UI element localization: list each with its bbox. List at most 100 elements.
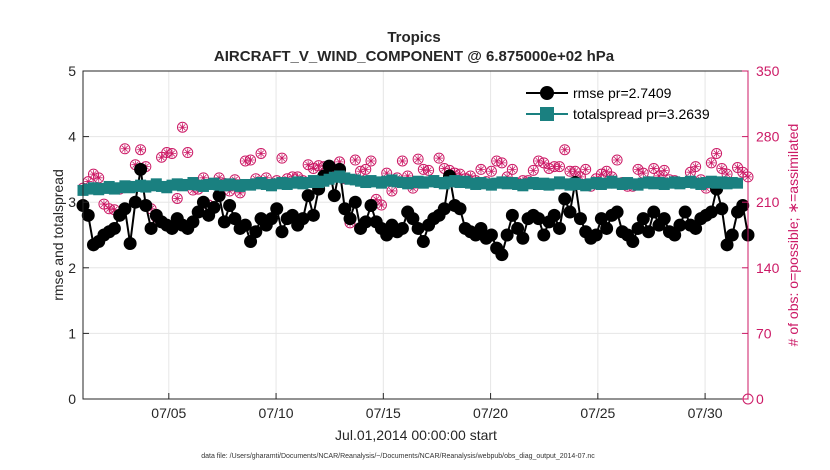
rmse-point xyxy=(673,218,687,232)
obs-assimilated-point xyxy=(497,158,506,167)
rmse-point xyxy=(552,221,566,235)
rmse-point xyxy=(500,228,514,242)
rmse-point xyxy=(511,221,525,235)
obs-assimilated-point xyxy=(236,188,245,197)
obs-assimilated-point xyxy=(508,165,517,174)
obs-possible-point xyxy=(119,143,131,155)
obs-assimilated-point xyxy=(398,156,407,165)
x-tick-label: 07/30 xyxy=(688,405,723,421)
rmse-point xyxy=(123,237,137,251)
obs-assimilated-point xyxy=(440,164,449,173)
obs-assimilated-point xyxy=(382,169,391,178)
rmse-point xyxy=(107,221,121,235)
rmse-point xyxy=(338,202,352,216)
obs-assimilated-point xyxy=(639,169,648,178)
obs-assimilated-point xyxy=(550,162,559,171)
y-tick-label-right: 0 xyxy=(756,391,764,407)
obs-assimilated-point xyxy=(94,173,103,182)
rmse-point xyxy=(532,212,546,226)
rmse-point xyxy=(359,215,373,229)
y-tick-label: 4 xyxy=(68,129,76,145)
rmse-point xyxy=(380,228,394,242)
rmse-point xyxy=(81,208,95,222)
obs-assimilated-point xyxy=(372,195,381,204)
obs-possible-point xyxy=(485,165,497,177)
obs-assimilated-point xyxy=(492,156,501,165)
obs-possible-point xyxy=(135,144,147,156)
plot-area xyxy=(83,71,748,399)
y-tick-label-right: 350 xyxy=(756,63,780,79)
obs-assimilated-point xyxy=(110,205,119,214)
rmse-point xyxy=(128,195,142,209)
rmse-point xyxy=(270,202,284,216)
rmse-point xyxy=(547,208,561,222)
obs-assimilated-point xyxy=(178,123,187,132)
y-tick-label-right: 210 xyxy=(756,194,780,210)
footer-data-file: data file: /Users/gharamti/Documents/NCA… xyxy=(201,453,595,460)
obs-assimilated-point xyxy=(277,154,286,163)
obs-assimilated-point xyxy=(738,168,747,177)
obs-assimilated-point xyxy=(366,156,375,165)
rmse-point xyxy=(720,238,734,252)
obs-assimilated-point xyxy=(131,160,140,169)
rmse-point xyxy=(594,212,608,226)
rmse-point xyxy=(186,215,200,229)
obs-assimilated-point xyxy=(565,167,574,176)
obs-possible-point xyxy=(276,152,288,164)
rmse-point xyxy=(668,228,682,242)
obs-assimilated-point xyxy=(257,149,266,158)
rmse-point xyxy=(191,205,205,219)
rmse-point xyxy=(453,202,467,216)
rmse-point xyxy=(134,162,148,176)
rmse-point xyxy=(647,205,661,219)
x-tick-label: 07/20 xyxy=(473,405,508,421)
obs-assimilated-point xyxy=(691,162,700,171)
rmse-point xyxy=(689,221,703,235)
obs-assimilated-point xyxy=(424,166,433,175)
obs-assimilated-point xyxy=(314,161,323,170)
x-tick-label: 07/15 xyxy=(366,405,401,421)
obs-assimilated-point xyxy=(361,165,370,174)
y-tick-label: 0 xyxy=(68,391,76,407)
x-tick-label: 07/10 xyxy=(259,405,294,421)
obs-assimilated-point xyxy=(99,200,108,209)
legend-rmse-marker xyxy=(540,86,554,100)
totalspread-point xyxy=(732,177,744,189)
obs-assimilated-point xyxy=(476,165,485,174)
obs-assimilated-point xyxy=(581,165,590,174)
obs-assimilated-point xyxy=(602,167,611,176)
obs-assimilated-point xyxy=(173,194,182,203)
rmse-point xyxy=(139,198,153,212)
rmse-point xyxy=(207,200,221,214)
obs-assimilated-point xyxy=(120,144,129,153)
rmse-point xyxy=(322,159,336,173)
rmse-point xyxy=(610,205,624,219)
legend: rmse pr=2.7409 totalspread pr=3.2639 xyxy=(526,85,710,122)
obs-assimilated-point xyxy=(613,156,622,165)
chart-subtitle: AIRCRAFT_V_WIND_COMPONENT @ 6.875000e+02… xyxy=(214,48,615,65)
obs-possible-point xyxy=(171,192,183,204)
obs-assimilated-point xyxy=(304,160,313,169)
obs-assimilated-point xyxy=(529,166,538,175)
rmse-point xyxy=(573,212,587,226)
rmse-point xyxy=(642,225,656,239)
rmse-point xyxy=(636,212,650,226)
rmse-point xyxy=(285,208,299,222)
rmse-point xyxy=(505,208,519,222)
y-axis-label: rmse and totalspread xyxy=(50,169,66,301)
series-layer xyxy=(76,121,755,405)
obs-assimilated-point xyxy=(419,165,428,174)
y-tick-label: 5 xyxy=(68,63,76,79)
rmse-point xyxy=(406,212,420,226)
obs-possible-point xyxy=(658,164,670,176)
obs-assimilated-point xyxy=(649,164,658,173)
rmse-point xyxy=(537,228,551,242)
rmse-point xyxy=(395,221,409,235)
x-tick-label: 07/05 xyxy=(151,405,186,421)
rmse-point xyxy=(437,202,451,216)
obs-assimilated-point xyxy=(157,153,166,162)
rmse-point xyxy=(563,205,577,219)
rmse-point xyxy=(196,195,210,209)
rmse-point xyxy=(657,212,671,226)
rmse-point xyxy=(600,221,614,235)
